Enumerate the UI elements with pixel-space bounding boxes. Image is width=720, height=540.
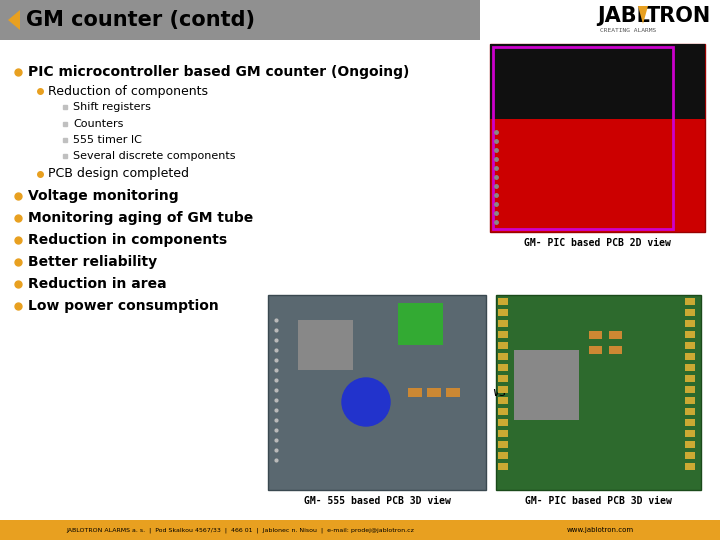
- FancyBboxPatch shape: [490, 44, 705, 232]
- FancyBboxPatch shape: [480, 520, 720, 540]
- FancyBboxPatch shape: [498, 441, 508, 448]
- Polygon shape: [638, 6, 648, 24]
- Circle shape: [342, 378, 390, 426]
- FancyBboxPatch shape: [498, 309, 508, 316]
- FancyBboxPatch shape: [609, 346, 622, 354]
- Text: GM counter (contd): GM counter (contd): [26, 10, 255, 30]
- FancyBboxPatch shape: [685, 408, 695, 415]
- FancyBboxPatch shape: [398, 303, 443, 345]
- FancyBboxPatch shape: [685, 342, 695, 349]
- FancyBboxPatch shape: [685, 331, 695, 338]
- FancyBboxPatch shape: [609, 331, 622, 339]
- FancyBboxPatch shape: [685, 309, 695, 316]
- FancyBboxPatch shape: [498, 331, 508, 338]
- FancyBboxPatch shape: [498, 342, 508, 349]
- FancyBboxPatch shape: [446, 388, 460, 397]
- FancyBboxPatch shape: [498, 298, 508, 305]
- FancyBboxPatch shape: [498, 430, 508, 437]
- FancyBboxPatch shape: [498, 320, 508, 327]
- Text: Reduction in components: Reduction in components: [28, 233, 227, 247]
- FancyBboxPatch shape: [685, 375, 695, 382]
- FancyBboxPatch shape: [496, 295, 701, 490]
- Text: Low power consumption: Low power consumption: [28, 299, 219, 313]
- FancyBboxPatch shape: [685, 353, 695, 360]
- FancyBboxPatch shape: [408, 388, 422, 397]
- Text: GM- PIC based PCB 3D view: GM- PIC based PCB 3D view: [525, 496, 672, 506]
- Text: GM- PIC based PCB 2D view: GM- PIC based PCB 2D view: [524, 238, 671, 248]
- FancyBboxPatch shape: [589, 346, 602, 354]
- FancyBboxPatch shape: [685, 419, 695, 426]
- FancyBboxPatch shape: [298, 320, 353, 370]
- Text: Counters: Counters: [73, 119, 123, 129]
- FancyBboxPatch shape: [685, 463, 695, 470]
- Text: Several discrete components: Several discrete components: [73, 151, 235, 161]
- FancyBboxPatch shape: [685, 430, 695, 437]
- FancyBboxPatch shape: [514, 350, 579, 420]
- FancyBboxPatch shape: [685, 320, 695, 327]
- Text: CREATING ALARMS: CREATING ALARMS: [600, 28, 656, 32]
- FancyBboxPatch shape: [490, 44, 705, 119]
- FancyBboxPatch shape: [685, 364, 695, 371]
- Text: PCB design completed: PCB design completed: [48, 167, 189, 180]
- FancyBboxPatch shape: [0, 520, 480, 540]
- FancyBboxPatch shape: [685, 441, 695, 448]
- Text: vs: vs: [492, 386, 506, 399]
- Text: JABLOTRON ALARMS a. s.  |  Pod Skalkou 4567/33  |  466 01  |  Jablonec n. Nisou : JABLOTRON ALARMS a. s. | Pod Skalkou 456…: [66, 527, 414, 533]
- Text: JABL: JABL: [597, 6, 650, 26]
- FancyBboxPatch shape: [498, 452, 508, 459]
- FancyBboxPatch shape: [685, 452, 695, 459]
- Text: TRON: TRON: [646, 6, 711, 26]
- FancyBboxPatch shape: [685, 298, 695, 305]
- FancyBboxPatch shape: [498, 353, 508, 360]
- FancyBboxPatch shape: [268, 295, 486, 490]
- Text: 555 timer IC: 555 timer IC: [73, 135, 142, 145]
- Text: Monitoring aging of GM tube: Monitoring aging of GM tube: [28, 211, 253, 225]
- FancyBboxPatch shape: [498, 419, 508, 426]
- FancyBboxPatch shape: [589, 331, 602, 339]
- FancyBboxPatch shape: [498, 397, 508, 404]
- FancyBboxPatch shape: [498, 375, 508, 382]
- Text: GM- 555 based PCB 3D view: GM- 555 based PCB 3D view: [304, 496, 451, 506]
- Text: www.jablotron.com: www.jablotron.com: [567, 527, 634, 533]
- FancyBboxPatch shape: [498, 364, 508, 371]
- FancyBboxPatch shape: [498, 463, 508, 470]
- FancyBboxPatch shape: [498, 408, 508, 415]
- FancyBboxPatch shape: [685, 397, 695, 404]
- Text: Reduction in area: Reduction in area: [28, 277, 166, 291]
- Polygon shape: [8, 10, 20, 30]
- Text: Shift registers: Shift registers: [73, 102, 151, 112]
- FancyBboxPatch shape: [685, 386, 695, 393]
- FancyBboxPatch shape: [0, 0, 480, 40]
- Text: Voltage monitoring: Voltage monitoring: [28, 189, 179, 203]
- Text: Reduction of components: Reduction of components: [48, 84, 208, 98]
- Text: PIC microcontroller based GM counter (Ongoing): PIC microcontroller based GM counter (On…: [28, 65, 410, 79]
- Text: Better reliability: Better reliability: [28, 255, 157, 269]
- FancyBboxPatch shape: [498, 386, 508, 393]
- FancyBboxPatch shape: [427, 388, 441, 397]
